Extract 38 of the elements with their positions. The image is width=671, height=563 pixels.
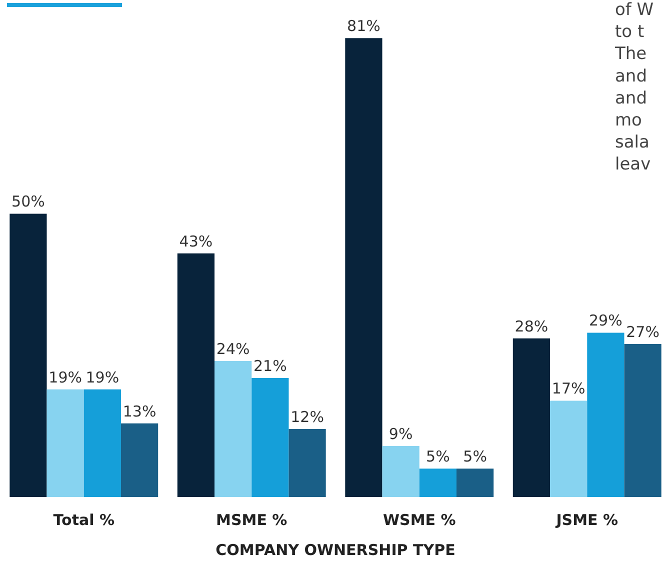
data-label: 13%	[122, 402, 156, 420]
bar	[177, 253, 215, 497]
bar	[252, 378, 289, 497]
data-label: 19%	[48, 368, 82, 386]
bar	[550, 400, 588, 497]
bar	[624, 344, 662, 497]
x-tick-label: MSME %	[216, 511, 288, 529]
data-label: 24%	[216, 340, 250, 358]
bar	[587, 332, 624, 497]
bar	[120, 423, 158, 497]
data-label: 12%	[290, 408, 324, 426]
bar	[456, 468, 494, 497]
data-label: 19%	[86, 368, 120, 386]
bar	[10, 214, 47, 497]
data-label: 5%	[426, 448, 450, 466]
bar	[214, 361, 252, 497]
x-tick-label: WSME %	[382, 511, 456, 529]
bar	[512, 338, 550, 497]
data-label: 17%	[552, 380, 586, 398]
data-label: 81%	[347, 17, 380, 36]
x-tick-label: JSME %	[555, 511, 618, 529]
bar	[288, 429, 326, 497]
data-label: 29%	[589, 312, 622, 330]
bar	[46, 389, 84, 497]
data-label: 50%	[12, 192, 45, 211]
bar	[84, 389, 121, 497]
data-label: 9%	[388, 425, 413, 444]
data-label: 21%	[254, 357, 287, 376]
data-label: 28%	[514, 317, 548, 336]
x-tick-label: Total %	[53, 511, 114, 529]
data-label: 43%	[179, 232, 213, 250]
bar	[382, 446, 420, 497]
bar	[419, 468, 456, 497]
annotation: of W to t The and and mo sala leav	[614, 0, 654, 175]
data-label: 27%	[626, 323, 660, 342]
data-label: 5%	[463, 448, 487, 466]
x-axis-title: COMPANY OWNERSHIP TYPE	[216, 541, 456, 559]
bar	[345, 38, 382, 497]
